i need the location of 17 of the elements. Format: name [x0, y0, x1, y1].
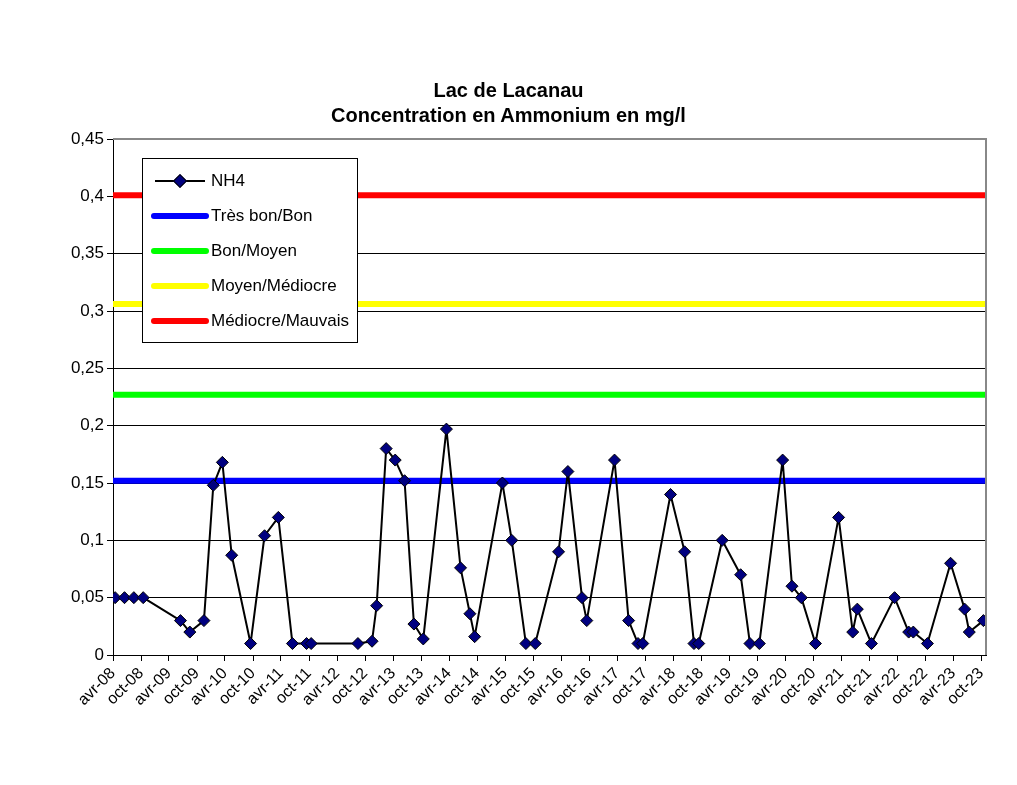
- y-tick-label: 0,05: [70, 587, 104, 607]
- legend-label: Bon/Moyen: [211, 240, 297, 261]
- legend-label: Moyen/Médiocre: [211, 275, 337, 296]
- legend-label: Très bon/Bon: [211, 205, 313, 226]
- y-tick-label: 0,45: [70, 128, 104, 148]
- chart-subtitle: Concentration en Ammonium en mg/l: [330, 103, 687, 128]
- legend-label: Médiocre/Mauvais: [211, 310, 349, 331]
- y-tick-label: 0: [94, 644, 104, 664]
- y-tick-label: 0,25: [70, 358, 104, 378]
- chart-title: Lac de Lacanau: [432, 78, 585, 103]
- y-tick-label: 0,15: [70, 472, 104, 492]
- y-tick-label: 0,2: [80, 415, 104, 435]
- y-tick-label: 0,35: [70, 243, 104, 263]
- y-tick-label: 0,1: [80, 530, 104, 550]
- legend-label: NH4: [211, 170, 246, 191]
- y-tick-label: 0,3: [80, 300, 104, 320]
- y-tick-label: 0,4: [80, 186, 104, 206]
